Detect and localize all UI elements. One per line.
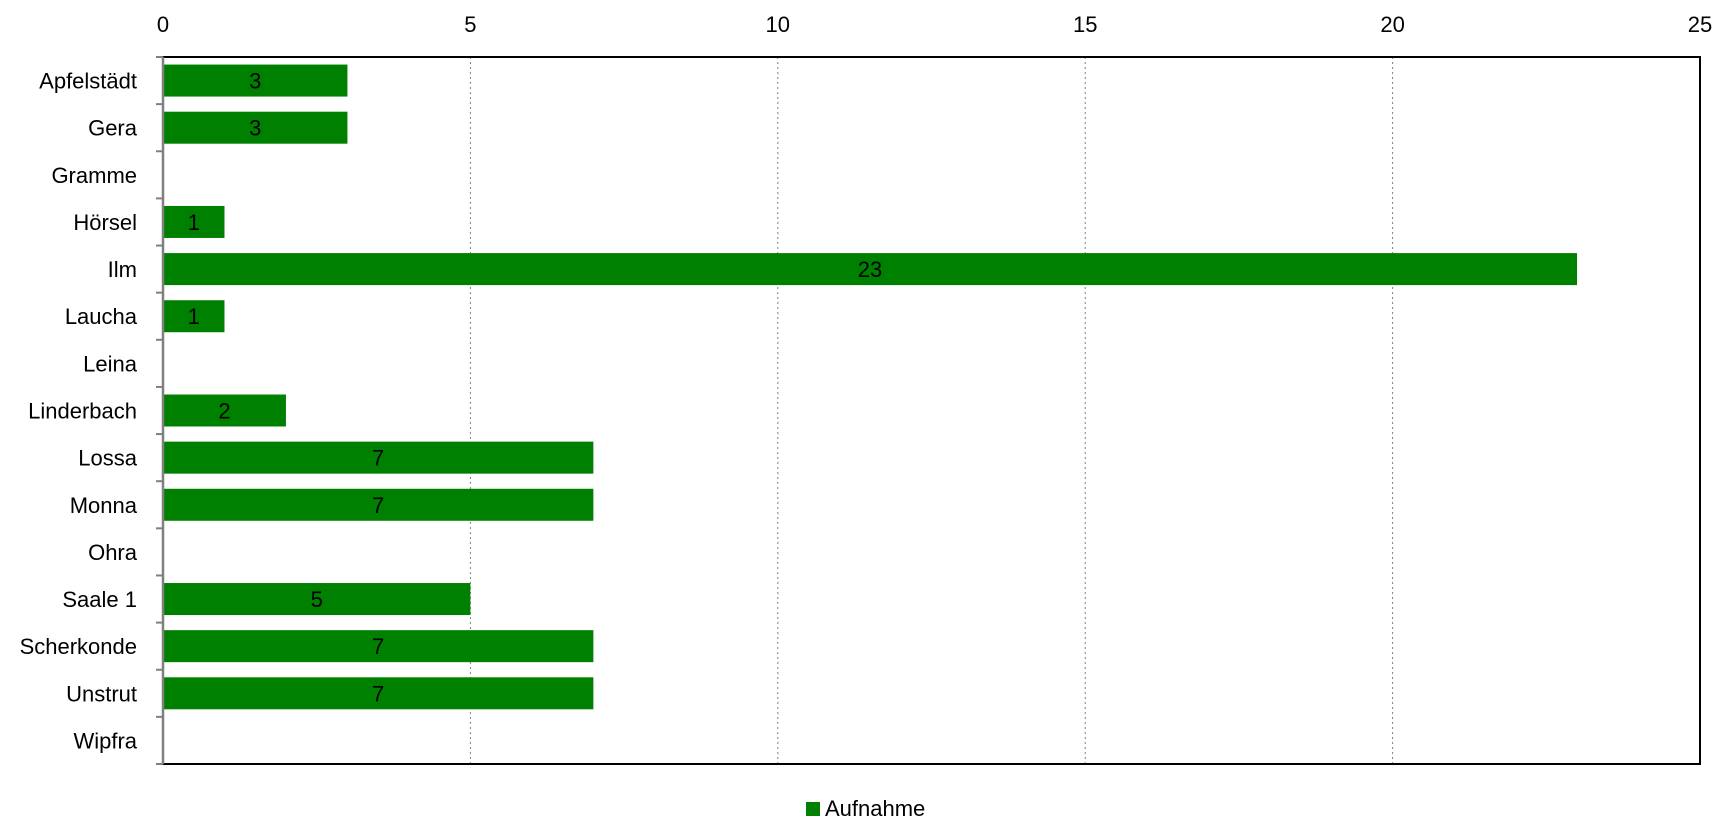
- data-label: 7: [372, 446, 384, 471]
- data-label: 5: [311, 587, 323, 612]
- y-tick-label: Ohra: [88, 540, 138, 565]
- data-label: 23: [858, 257, 882, 282]
- data-label: 2: [218, 399, 230, 424]
- y-tick-label: Monna: [70, 493, 138, 518]
- y-tick-label: Wipfra: [73, 728, 137, 753]
- x-tick-label: 5: [464, 12, 476, 37]
- y-tick-label: Gera: [88, 116, 138, 141]
- y-tick-label: Laucha: [65, 304, 138, 329]
- data-label: 7: [372, 681, 384, 706]
- y-tick-label: Apfelstädt: [39, 69, 137, 94]
- bars: [163, 64, 1578, 710]
- legend-swatch: [806, 802, 820, 816]
- data-label: 3: [249, 69, 261, 94]
- bar: [163, 630, 594, 663]
- x-tick-label: 20: [1380, 12, 1404, 37]
- y-tick-label: Saale 1: [62, 587, 137, 612]
- bar: [163, 111, 348, 144]
- x-tick-label: 25: [1688, 12, 1712, 37]
- y-tick-label: Leina: [83, 351, 138, 376]
- data-label: 7: [372, 493, 384, 518]
- data-label: 1: [188, 304, 200, 329]
- y-tick-label: Lossa: [78, 446, 137, 471]
- bar: [163, 300, 225, 333]
- data-label: 3: [249, 116, 261, 141]
- bar: [163, 253, 1578, 286]
- bar: [163, 677, 594, 710]
- legend-label: Aufnahme: [825, 796, 925, 821]
- y-tick-label: Gramme: [51, 163, 137, 188]
- y-tick-label: Linderbach: [28, 399, 137, 424]
- data-label: 7: [372, 634, 384, 659]
- y-tick-label: Hörsel: [73, 210, 137, 235]
- x-tick-label: 10: [766, 12, 790, 37]
- y-tick-label: Scherkonde: [20, 634, 137, 659]
- bar: [163, 583, 471, 616]
- legend: Aufnahme: [806, 796, 925, 821]
- bar: [163, 441, 594, 474]
- data-labels: 3 3 1 23 1 2 7 7 5 7 7: [188, 69, 883, 707]
- data-label: 1: [188, 210, 200, 235]
- axes: 0 5 10 15 20 25ApfelstädtGeraGrammeHörselIlmL…: [20, 12, 1712, 765]
- y-tick-label: Ilm: [108, 257, 137, 282]
- bar: [163, 64, 348, 97]
- bar: [163, 394, 286, 427]
- bar: [163, 488, 594, 521]
- x-tick-label: 15: [1073, 12, 1097, 37]
- gridlines: [469, 57, 1394, 764]
- y-tick-label: Unstrut: [66, 681, 137, 706]
- bar: [163, 205, 225, 238]
- x-tick-label: 0: [157, 12, 169, 37]
